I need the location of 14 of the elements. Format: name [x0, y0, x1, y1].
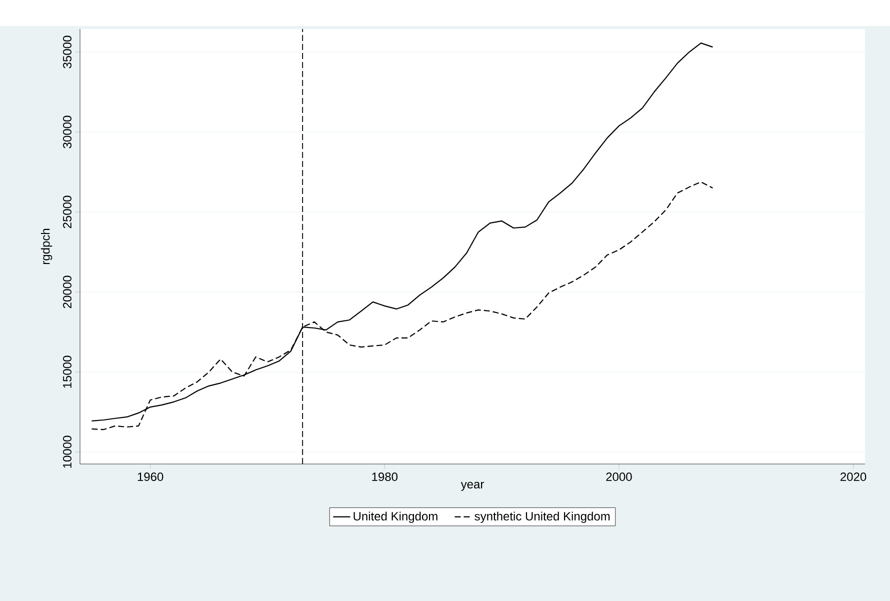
x-axis-title: year [460, 482, 484, 491]
y-tick-label: 30000 [62, 116, 72, 148]
y-tick-label: 10000 [62, 436, 72, 468]
legend-label: synthetic United Kingdom [474, 512, 610, 523]
y-axis-title: rgdpch [40, 228, 52, 264]
x-tick-label: 2020 [840, 472, 866, 482]
y-tick-label: 25000 [62, 196, 72, 228]
legend-label: United Kingdom [354, 512, 438, 523]
y-tick-label: 20000 [62, 276, 72, 308]
y-tick-label: 35000 [62, 36, 72, 68]
y-tick-label: 15000 [62, 356, 72, 388]
x-tick-label: 2000 [606, 472, 632, 482]
x-tick-label: 1960 [138, 472, 164, 482]
x-tick-label: 1980 [372, 472, 398, 482]
